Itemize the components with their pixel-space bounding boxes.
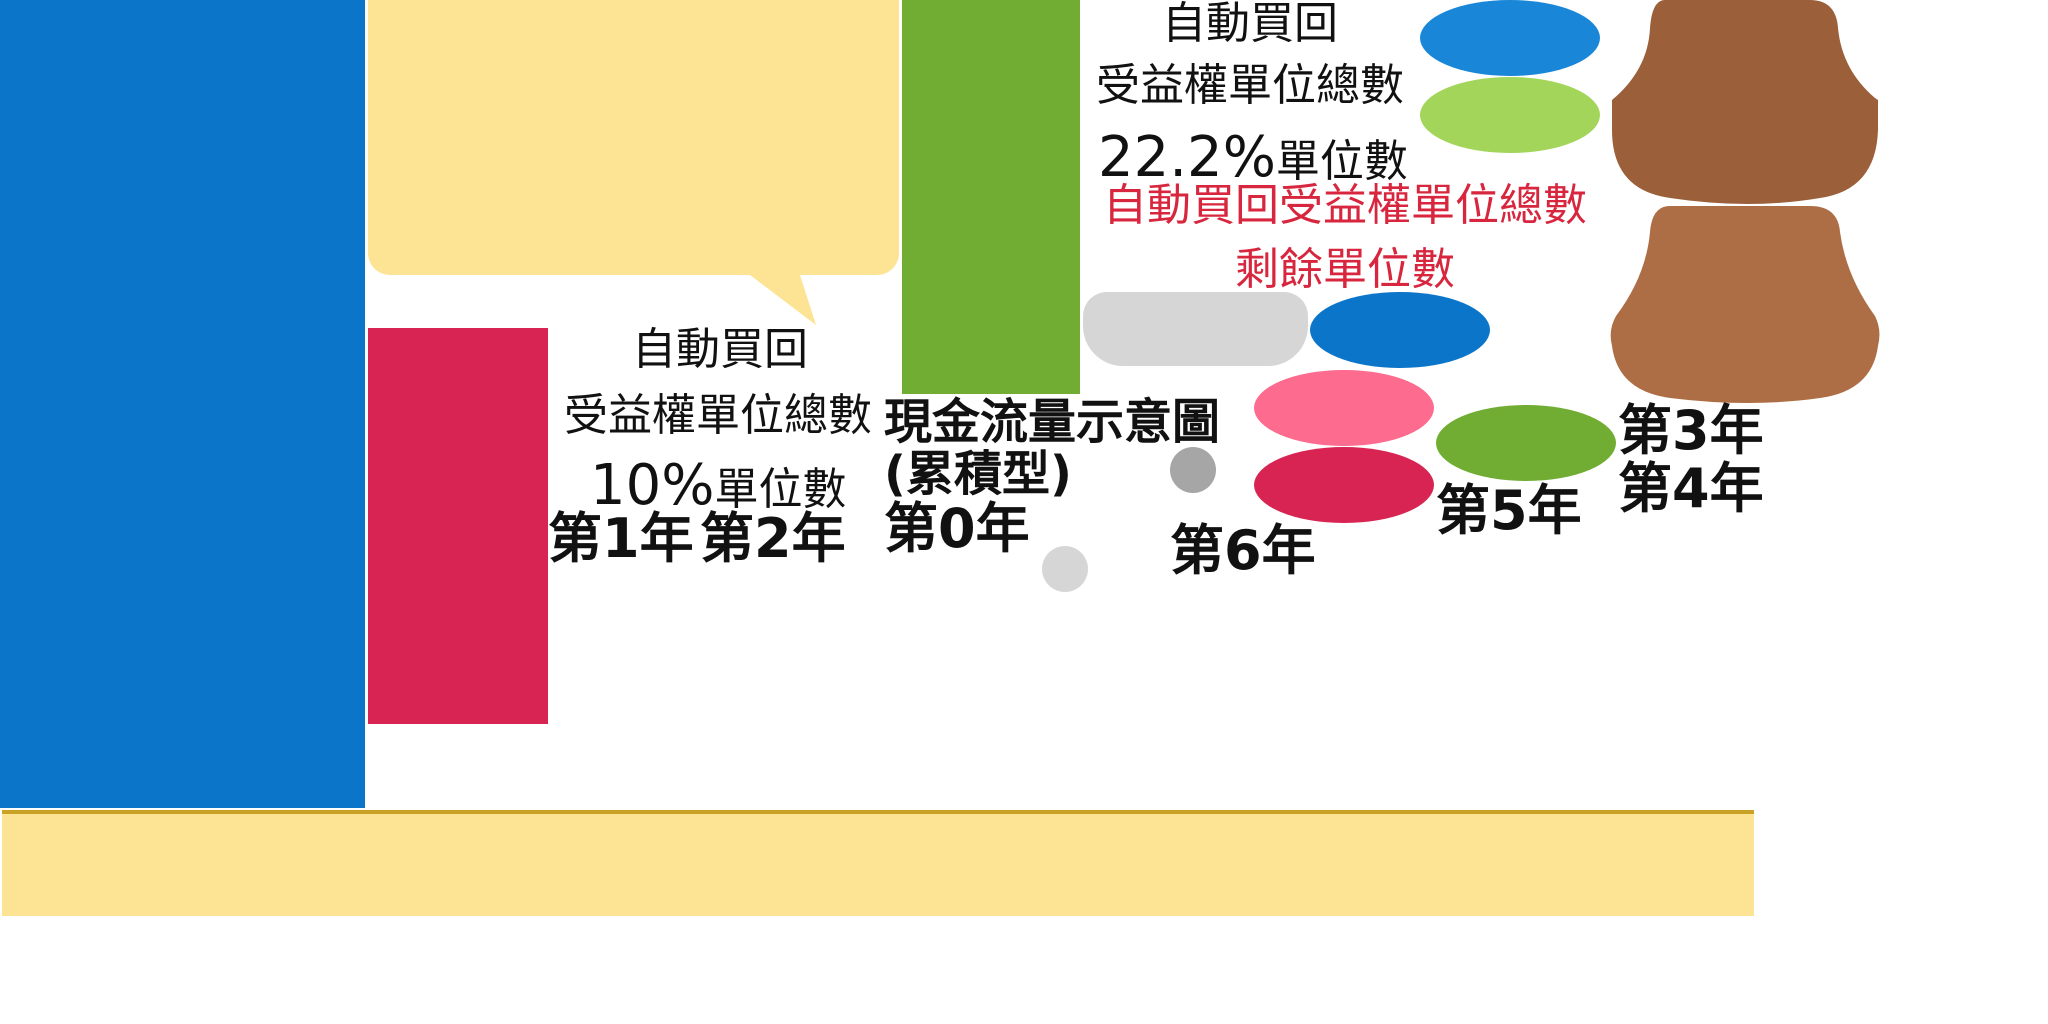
year-0-label: 第0年 <box>884 497 1030 560</box>
grey-pill <box>1083 292 1308 366</box>
bottom-band <box>2 810 1754 916</box>
year-6-label: 第6年 <box>1170 519 1316 582</box>
pct-10-row: 10%單位數 <box>590 458 846 514</box>
pct-22-value: 22.2% <box>1098 125 1276 190</box>
green-column <box>902 0 1080 394</box>
remaining-units-label-2: 剩餘單位數 <box>1235 244 1455 295</box>
year-5-label: 第5年 <box>1436 479 1582 542</box>
blue-oval-top <box>1420 0 1600 76</box>
auto-buyback-label-1: 自動買回 <box>632 324 808 375</box>
total-units-label-2: 受益權單位總數 <box>1096 60 1404 111</box>
speech-bubble <box>368 0 899 275</box>
auto-buyback-label-2: 自動買回 <box>1162 0 1338 49</box>
grey-dot-dark <box>1170 447 1216 493</box>
diagram-subtitle: (累積型) <box>884 446 1072 502</box>
year-2-label: 第2年 <box>700 507 846 570</box>
total-units-label-1: 受益權單位總數 <box>564 390 872 441</box>
year-3-label: 第3年 <box>1618 399 1764 462</box>
green-oval <box>1436 405 1616 481</box>
units-word-1: 單位數 <box>714 464 847 515</box>
pink-oval <box>1254 370 1434 446</box>
money-bag-light <box>1610 206 1880 403</box>
units-word-2: 單位數 <box>1275 136 1408 187</box>
diagram-title: 現金流量示意圖 <box>884 394 1221 450</box>
pct-22-row: 22.2%單位數 <box>1098 130 1408 186</box>
year-4-label: 第4年 <box>1618 457 1764 520</box>
crimson-oval <box>1254 447 1434 523</box>
pct-10-value: 10% <box>590 453 715 518</box>
year-1-label: 第1年 <box>548 507 694 570</box>
blue-column <box>0 0 365 808</box>
lightgreen-oval <box>1420 77 1600 153</box>
speech-bubble-tail <box>750 275 816 325</box>
grey-dot-light <box>1042 546 1088 592</box>
crimson-column <box>368 328 548 724</box>
remaining-units-label-1: 自動買回受益權單位總數 <box>1103 180 1587 231</box>
money-bag-dark <box>1612 0 1878 204</box>
blue-oval-mid <box>1310 292 1490 368</box>
